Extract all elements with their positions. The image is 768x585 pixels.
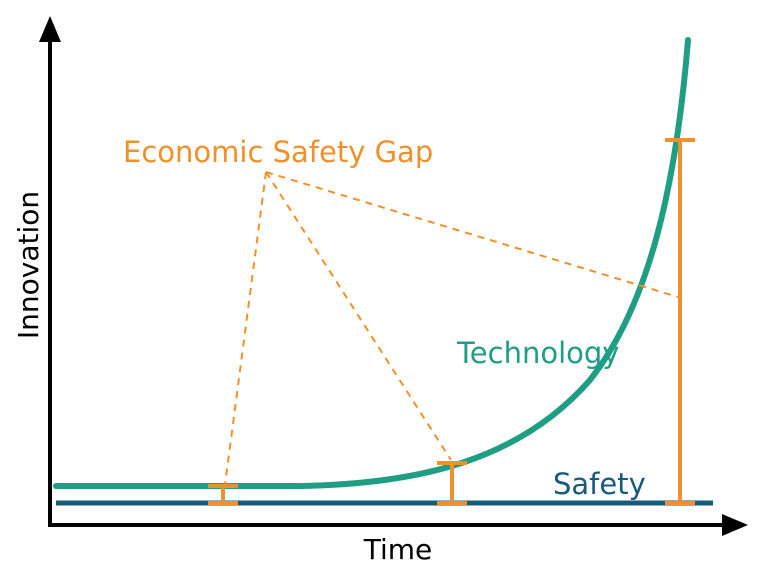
series-label-safety: Safety: [553, 467, 646, 501]
annotation-leaders: [224, 171, 679, 486]
annotation-label: Economic Safety Gap: [123, 135, 433, 169]
series-label-technology: Technology: [456, 336, 619, 370]
leader-line-1: [224, 171, 267, 486]
x-axis-label: Time: [363, 533, 433, 566]
technology-curve: [53, 37, 691, 489]
leader-line-3: [265, 171, 679, 298]
x-axis-arrowhead: [722, 514, 748, 536]
gap-bracket-2: [437, 461, 467, 505]
leader-line-2: [265, 171, 452, 461]
y-axis-arrowhead: [39, 16, 61, 42]
gap-bracket-3: [665, 138, 695, 505]
gap-bracket-1: [208, 484, 238, 505]
y-axis-label: Innovation: [12, 191, 45, 339]
